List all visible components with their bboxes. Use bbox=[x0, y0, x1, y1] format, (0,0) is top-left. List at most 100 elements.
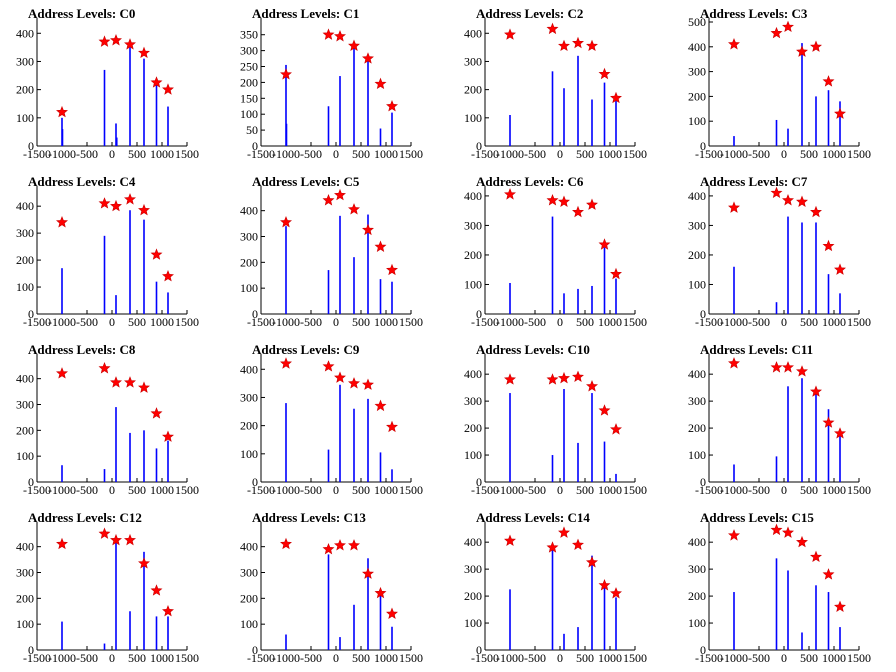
y-tick-label: 100 bbox=[240, 107, 258, 121]
histogram-bar bbox=[167, 616, 169, 650]
peak-marker bbox=[386, 263, 398, 276]
chart-title: Address Levels: C7 bbox=[700, 174, 808, 189]
y-tick-label: 200 bbox=[688, 421, 706, 435]
peak-marker bbox=[728, 201, 740, 213]
x-tick-label: -500 bbox=[300, 147, 322, 161]
histogram-bar bbox=[367, 398, 369, 482]
x-tick-label: -500 bbox=[748, 147, 770, 161]
chart-title: Address Levels: C6 bbox=[476, 174, 584, 189]
peak-marker bbox=[386, 607, 398, 619]
y-tick-label: 150 bbox=[240, 91, 258, 105]
x-tick-label: -1500 bbox=[23, 315, 51, 329]
peak-marker bbox=[782, 193, 794, 206]
histogram-bar bbox=[827, 409, 830, 482]
peak-marker bbox=[822, 568, 835, 580]
chart-panel-4: Address Levels: C4 0 100 200 300 400 -1500-100… bbox=[16, 174, 199, 329]
histogram-bar bbox=[787, 128, 789, 146]
x-tick-label: -500 bbox=[76, 315, 98, 329]
histogram-bar bbox=[367, 60, 369, 146]
histogram-bar bbox=[563, 389, 565, 482]
peak-marker bbox=[334, 29, 346, 42]
histogram-bar bbox=[775, 119, 778, 146]
peak-marker bbox=[110, 533, 122, 546]
x-tick-label: 500 bbox=[800, 315, 818, 329]
x-tick-label: -1000 bbox=[720, 147, 748, 161]
y-tick-label: 0 bbox=[476, 307, 482, 321]
chart-panel-14: Address Levels: C14 0 100 200 300 400 -1500-10… bbox=[464, 510, 647, 665]
histogram-bar bbox=[129, 611, 131, 650]
peak-marker bbox=[150, 76, 163, 88]
y-tick-label: 300 bbox=[16, 54, 34, 68]
histogram-bar bbox=[801, 43, 803, 146]
peak-marker bbox=[386, 99, 398, 112]
histogram-bar bbox=[787, 570, 789, 650]
peak-marker bbox=[150, 584, 163, 596]
peak-marker bbox=[56, 105, 68, 118]
x-tick-label: 0 bbox=[781, 651, 787, 665]
x-tick-label: 500 bbox=[800, 147, 818, 161]
peak-marker bbox=[322, 28, 335, 40]
histogram-bar bbox=[327, 449, 330, 482]
peak-marker bbox=[56, 367, 68, 379]
histogram-bar bbox=[591, 393, 593, 482]
histogram-bar bbox=[143, 551, 145, 650]
histogram-bar bbox=[391, 112, 393, 146]
x-tick-label: -1000 bbox=[720, 651, 748, 665]
peak-marker bbox=[770, 361, 783, 373]
peak-marker bbox=[98, 361, 111, 374]
histogram-bar bbox=[285, 634, 287, 650]
peak-marker bbox=[56, 537, 68, 550]
x-tick-label: 1500 bbox=[175, 147, 199, 161]
chart-title: Address Levels: C5 bbox=[252, 174, 360, 189]
x-tick-label: -1500 bbox=[247, 483, 275, 497]
histogram-bar bbox=[103, 643, 106, 650]
y-tick-label: 100 bbox=[688, 616, 706, 630]
y-tick-label: 300 bbox=[688, 65, 706, 79]
y-tick-label: 0 bbox=[700, 643, 706, 657]
histogram-bar bbox=[801, 222, 803, 314]
chart-title: Address Levels: C3 bbox=[700, 6, 808, 21]
x-tick-label: -500 bbox=[300, 315, 322, 329]
y-tick-label: 200 bbox=[240, 75, 258, 89]
histogram-bar bbox=[577, 288, 579, 314]
peak-marker bbox=[280, 215, 292, 228]
peak-marker bbox=[280, 68, 292, 80]
x-tick-label: 500 bbox=[352, 483, 370, 497]
histogram-bar bbox=[615, 278, 617, 314]
peak-marker bbox=[322, 193, 335, 206]
histogram-bar bbox=[815, 222, 817, 314]
histogram-bar bbox=[577, 55, 579, 147]
peak-marker bbox=[386, 420, 398, 433]
histogram-bar bbox=[615, 597, 617, 650]
chart-panel-7: Address Levels: C7 0 100 200 300 400 -1500-100… bbox=[688, 174, 871, 329]
histogram-bar bbox=[577, 627, 579, 650]
x-tick-label: -1000 bbox=[48, 483, 76, 497]
y-tick-label: 400 bbox=[464, 535, 482, 549]
y-tick-label: 400 bbox=[688, 189, 706, 203]
y-tick-label: 100 bbox=[688, 448, 706, 462]
y-tick-label: 400 bbox=[240, 204, 258, 218]
x-tick-label: 0 bbox=[109, 483, 115, 497]
histogram-bar bbox=[509, 589, 511, 650]
y-tick-label: 100 bbox=[240, 617, 258, 631]
histogram-bar bbox=[327, 106, 330, 146]
histogram-bar bbox=[839, 101, 841, 146]
y-tick-label: 200 bbox=[240, 591, 258, 605]
histogram-bar bbox=[143, 430, 145, 482]
y-tick-label: 400 bbox=[464, 189, 482, 203]
peak-marker bbox=[56, 215, 68, 228]
histogram-bar bbox=[733, 266, 735, 314]
y-tick-label: 100 bbox=[688, 277, 706, 291]
x-tick-label: 1500 bbox=[623, 315, 647, 329]
histogram-bar bbox=[391, 626, 393, 650]
histogram-bar bbox=[143, 219, 145, 314]
peak-marker bbox=[810, 550, 822, 563]
chart-title: Address Levels: C15 bbox=[700, 510, 814, 525]
peak-marker bbox=[322, 542, 335, 555]
histogram-bar bbox=[167, 292, 169, 314]
peak-marker bbox=[110, 376, 122, 388]
peak-marker bbox=[728, 37, 740, 50]
peak-marker bbox=[610, 91, 622, 104]
histogram-bar bbox=[733, 136, 735, 146]
histogram-bar bbox=[103, 235, 106, 314]
